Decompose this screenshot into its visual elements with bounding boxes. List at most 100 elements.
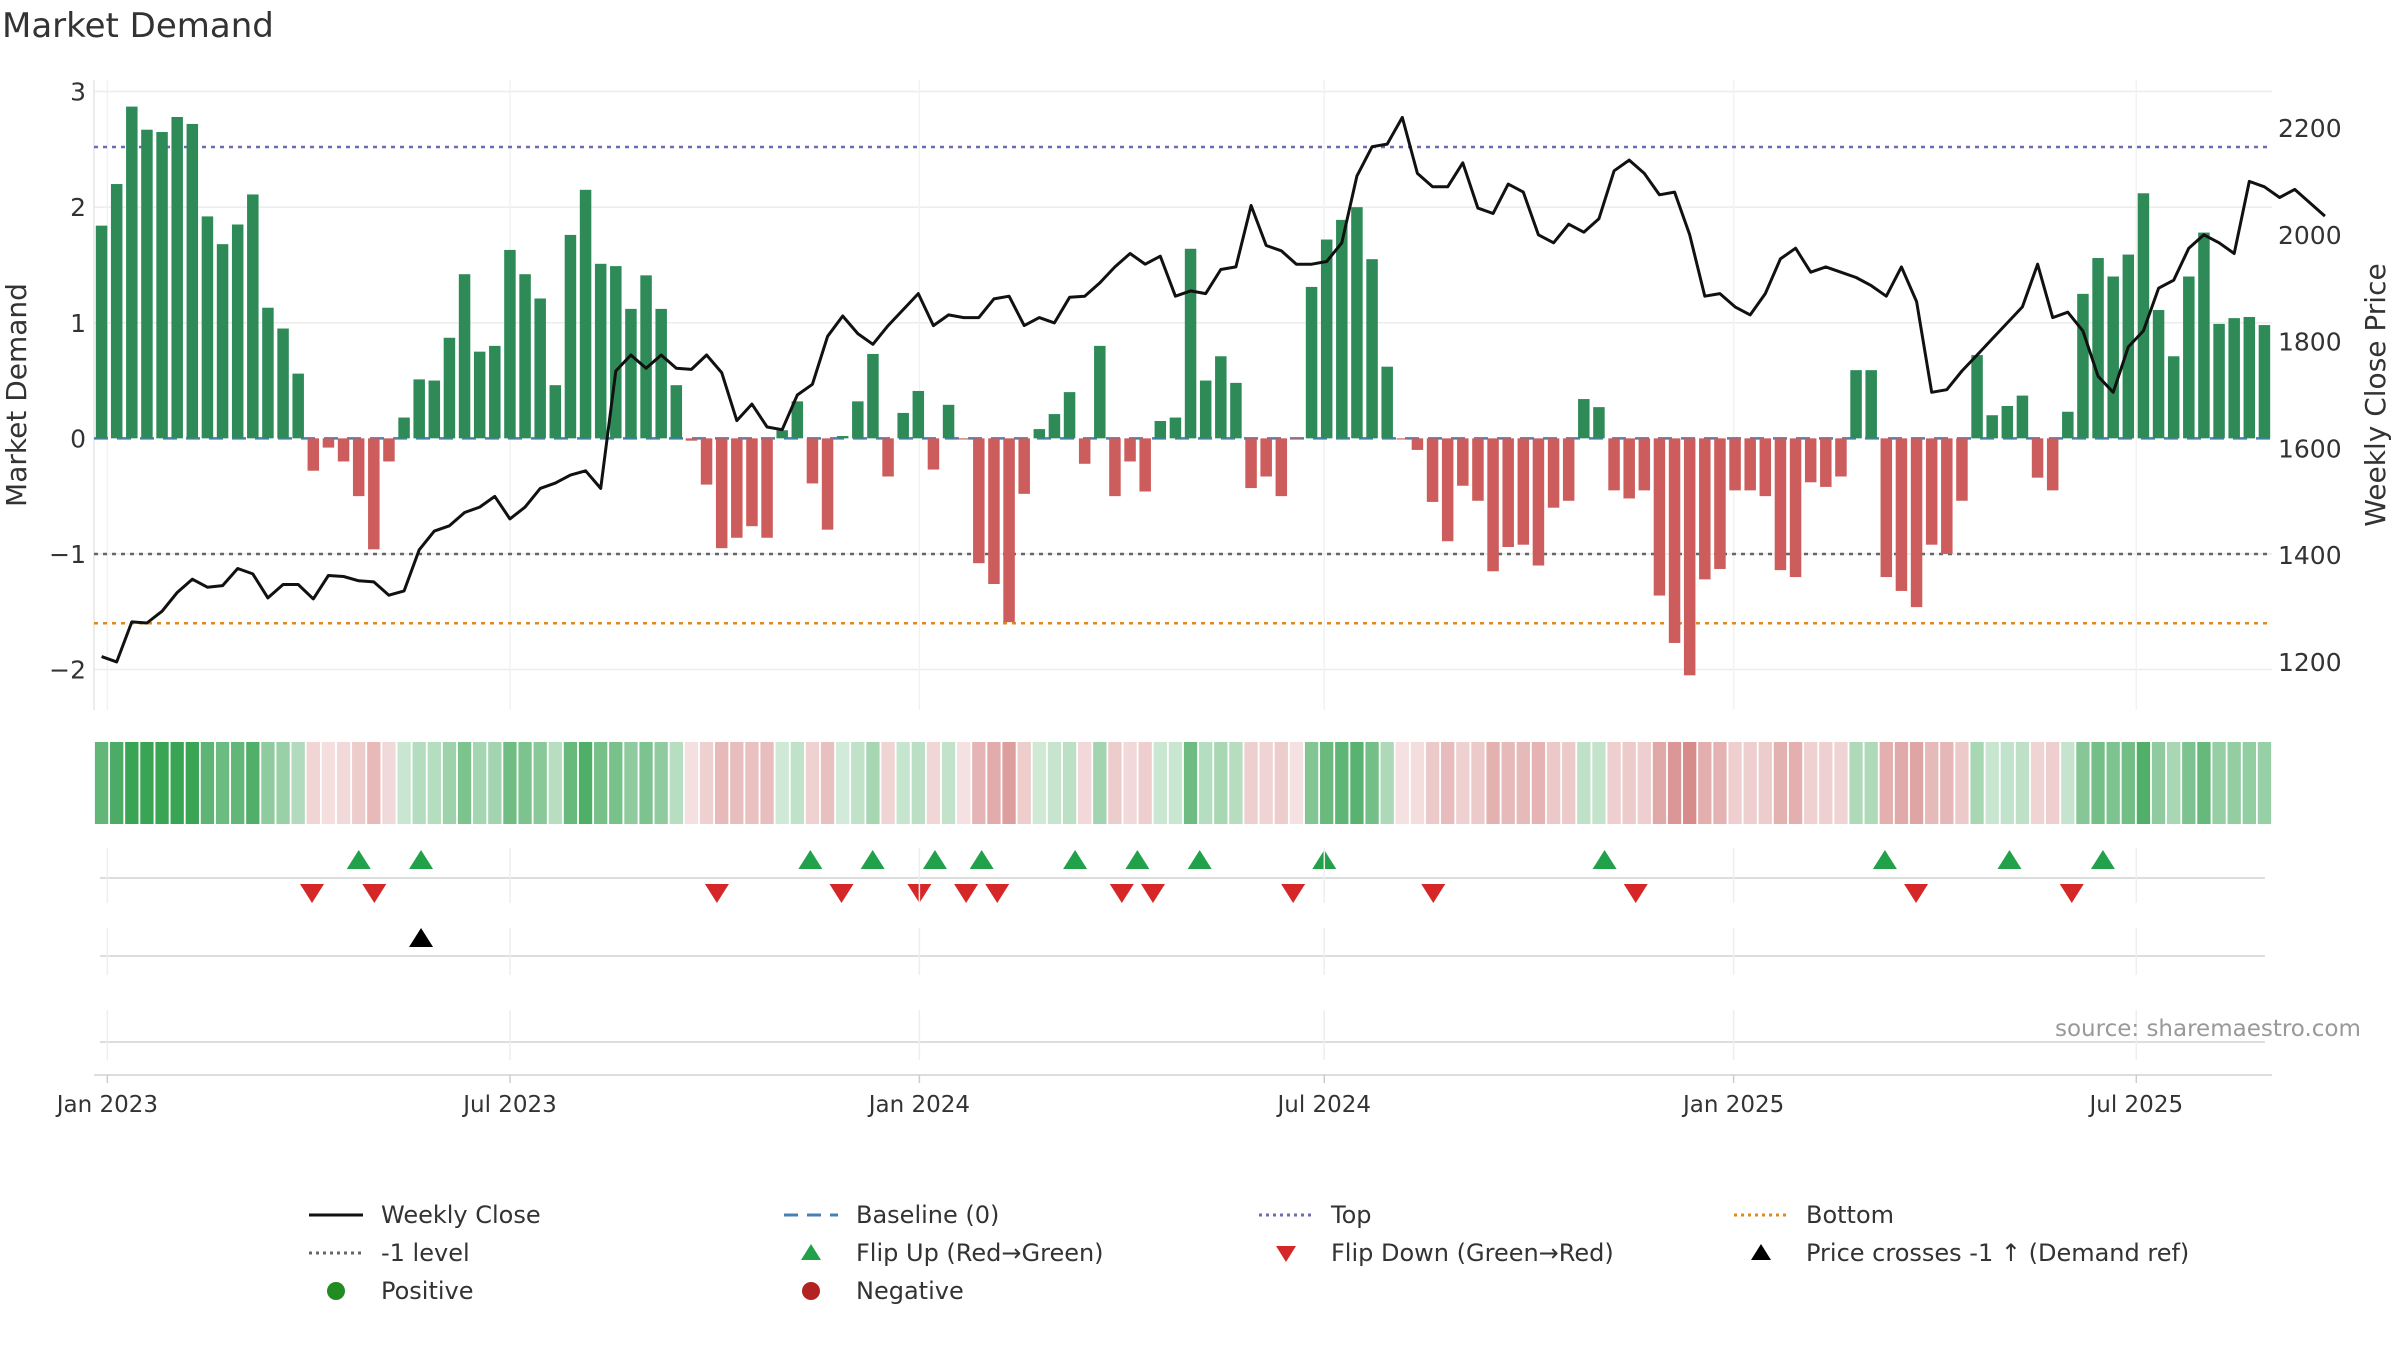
heat-cell [1199, 742, 1213, 824]
legend-label: Flip Up (Red→Green) [856, 1239, 1104, 1267]
heat-cell [1410, 742, 1425, 824]
heat-cell [2106, 742, 2120, 824]
demand-bar [1986, 415, 1998, 439]
heat-cell [397, 742, 411, 824]
legend-label: Weekly Close [381, 1201, 541, 1229]
demand-bar [2046, 438, 2059, 491]
heat-cell [2197, 742, 2211, 824]
heat-cell [1879, 742, 1893, 824]
demand-bar [141, 129, 153, 439]
demand-bar [988, 438, 1000, 584]
legend-price-cross: Price crosses -1 ↑ (Demand ref) [1730, 1234, 2189, 1272]
flip-up-marker [346, 850, 371, 869]
y2-tick-label: 1800 [2278, 328, 2342, 357]
demand-bar [1199, 380, 1212, 439]
triangle-down-icon [1276, 1246, 1296, 1262]
y-tick-label: −2 [49, 656, 86, 685]
demand-bar [216, 244, 229, 439]
demand-bar [1381, 366, 1393, 439]
demand-bar [1063, 392, 1076, 439]
heat-cell [533, 742, 547, 824]
heat-cell [1652, 742, 1667, 824]
flip-down-marker [954, 884, 979, 903]
heat-cell [790, 742, 804, 824]
demand-bar [473, 351, 486, 439]
heat-cell [1153, 742, 1167, 824]
heat-cell [336, 742, 351, 824]
demand-bar [231, 224, 244, 439]
flip-up-marker [969, 850, 994, 869]
heat-cell [1909, 742, 1924, 824]
heat-cell [1350, 742, 1364, 824]
x-tick-label: Jan 2024 [867, 1092, 970, 1118]
heat-cell [1047, 742, 1062, 824]
heat-cell [957, 742, 971, 824]
heat-cell [1562, 742, 1576, 824]
heat-cell [291, 742, 305, 824]
demand-bar [2016, 395, 2029, 439]
demand-bar [1562, 438, 1575, 501]
y-tick-label: 2 [70, 193, 86, 222]
flip-up-marker [1063, 850, 1088, 869]
heat-cell [1516, 742, 1530, 824]
heat-cell [1471, 742, 1485, 824]
legend-label: Negative [856, 1277, 964, 1305]
flip-up-marker [1592, 850, 1617, 869]
demand-bar [594, 263, 607, 439]
demand-bar [368, 438, 380, 550]
y2-tick-label: 1400 [2278, 541, 2342, 570]
heat-cell [1183, 742, 1198, 824]
demand-bar [2198, 232, 2210, 439]
flip-markers-panel [100, 850, 2265, 903]
demand-bar [1366, 259, 1378, 439]
heat-cell [2242, 742, 2256, 824]
heat-cell [1108, 742, 1122, 824]
heat-cell [1592, 742, 1606, 824]
heat-cell [1168, 742, 1183, 824]
demand-bar [821, 438, 834, 530]
demand-bar [186, 123, 199, 439]
heat-cell [1577, 742, 1591, 824]
demand-bar [564, 234, 577, 439]
demand-bar [156, 132, 168, 439]
heat-cell [442, 742, 457, 824]
demand-bar [942, 404, 955, 439]
heat-cell [1274, 742, 1288, 824]
demand-bar [2167, 356, 2180, 439]
demand-bar [1623, 438, 1635, 499]
demand-bar [443, 337, 456, 439]
heat-cell [1380, 742, 1394, 824]
demand-bar [2228, 318, 2240, 439]
triangle-up-icon [801, 1244, 821, 1260]
demand-bar [2183, 276, 2195, 439]
heat-cell [321, 742, 336, 824]
heat-cell [1078, 742, 1092, 824]
demand-bar [1275, 438, 1288, 497]
legend-label: Flip Down (Green→Red) [1331, 1239, 1614, 1267]
heat-cell [261, 742, 275, 824]
demand-bar [1865, 370, 1877, 439]
demand-bar [1880, 438, 1893, 578]
flip-down-marker [1623, 884, 1648, 903]
demand-bar [1532, 438, 1545, 566]
heat-cell [1925, 742, 1939, 824]
demand-bar [1835, 438, 1847, 477]
demand-bar [489, 345, 501, 439]
legend-baseline: Baseline (0) [780, 1196, 999, 1234]
legend-flip-down: Flip Down (Green→Red) [1255, 1234, 1614, 1272]
legend-flip-up: Flip Up (Red→Green) [780, 1234, 1104, 1272]
heat-cell [1758, 742, 1772, 824]
heat-cell [306, 742, 320, 824]
heat-cell [2136, 742, 2151, 824]
demand-bar [1048, 414, 1061, 439]
demand-bar [2062, 411, 2074, 439]
heat-cell [851, 742, 865, 824]
flip-down-marker [1140, 884, 1165, 903]
demand-bar [685, 438, 698, 441]
x-axis-ticks: Jan 2023 Jul 2023 Jan 2024 Jul 2024 Jan 2025… [55, 1075, 2183, 1118]
legend-top: Top [1255, 1196, 1372, 1234]
heat-cell [1531, 742, 1546, 824]
demand-bar [2107, 276, 2119, 439]
y2-tick-label: 1600 [2278, 434, 2342, 463]
demand-bar [1789, 438, 1802, 578]
